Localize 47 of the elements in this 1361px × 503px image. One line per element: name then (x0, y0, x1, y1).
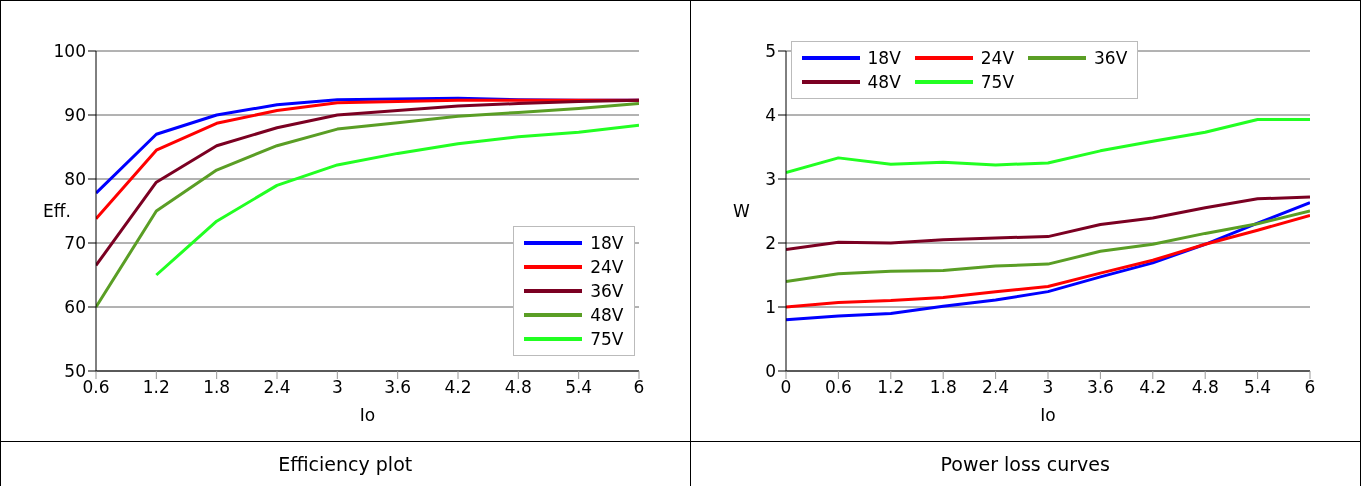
x-axis-title: Io (359, 405, 376, 425)
y-tick-label: 70 (64, 233, 86, 254)
legend-label: 48V (867, 72, 901, 92)
x-tick-label: 4.8 (1191, 377, 1219, 398)
x-tick-label: 4.8 (504, 377, 532, 398)
x-tick-label: 2.4 (981, 377, 1009, 398)
legend-label: 24V (590, 257, 624, 277)
y-tick-label: 60 (64, 297, 86, 318)
y-tick-label: 100 (53, 41, 86, 62)
x-tick-label: 2.4 (263, 377, 291, 398)
x-tick-label: 1.2 (142, 377, 170, 398)
legend-label: 24V (980, 48, 1015, 68)
x-tick-label: 0 (780, 377, 791, 398)
legend-label: 18V (867, 48, 901, 68)
y-tick-label: 4 (764, 105, 776, 126)
legend-label: 36V (590, 281, 624, 301)
legend-label: 75V (980, 72, 1015, 92)
y-tick-label: 1 (764, 297, 776, 318)
x-tick-label: 5.4 (1243, 377, 1271, 398)
y-tick-label: 0 (764, 361, 776, 382)
y-tick-label: 90 (64, 105, 86, 126)
x-tick-label: 4.2 (1138, 377, 1166, 398)
text: Efficiency plot (277, 452, 414, 477)
x-tick-label: 1.2 (876, 377, 904, 398)
x-tick-label: 3 (331, 377, 343, 398)
legend-label: 48V (590, 305, 624, 325)
y-tick-label: 2 (764, 233, 776, 254)
x-tick-label: 5.4 (565, 377, 593, 398)
x-tick-label: 3 (1042, 377, 1053, 398)
y-axis-title: Eff. (43, 201, 71, 222)
x-tick-label: 3.6 (1086, 377, 1114, 398)
legend-label: 18V (590, 233, 624, 253)
x-tick-label: 4.2 (444, 377, 472, 398)
y-tick-label: 5 (764, 41, 776, 62)
x-axis-title: Io (1039, 405, 1056, 425)
y-tick-label: 80 (64, 169, 86, 190)
y-axis-title: W (732, 201, 750, 222)
x-tick-label: 6 (1304, 377, 1315, 398)
x-tick-label: 1.8 (929, 377, 957, 398)
legend-label: 36V (1094, 48, 1128, 68)
text: Power loss curves (939, 452, 1111, 477)
legend-label: 75V (590, 329, 624, 349)
x-tick-label: 3.6 (384, 377, 412, 398)
y-tick-label: 3 (764, 169, 776, 190)
x-tick-label: 0.6 (824, 377, 852, 398)
x-tick-label: 6 (633, 377, 645, 398)
x-tick-label: 1.8 (203, 377, 231, 398)
